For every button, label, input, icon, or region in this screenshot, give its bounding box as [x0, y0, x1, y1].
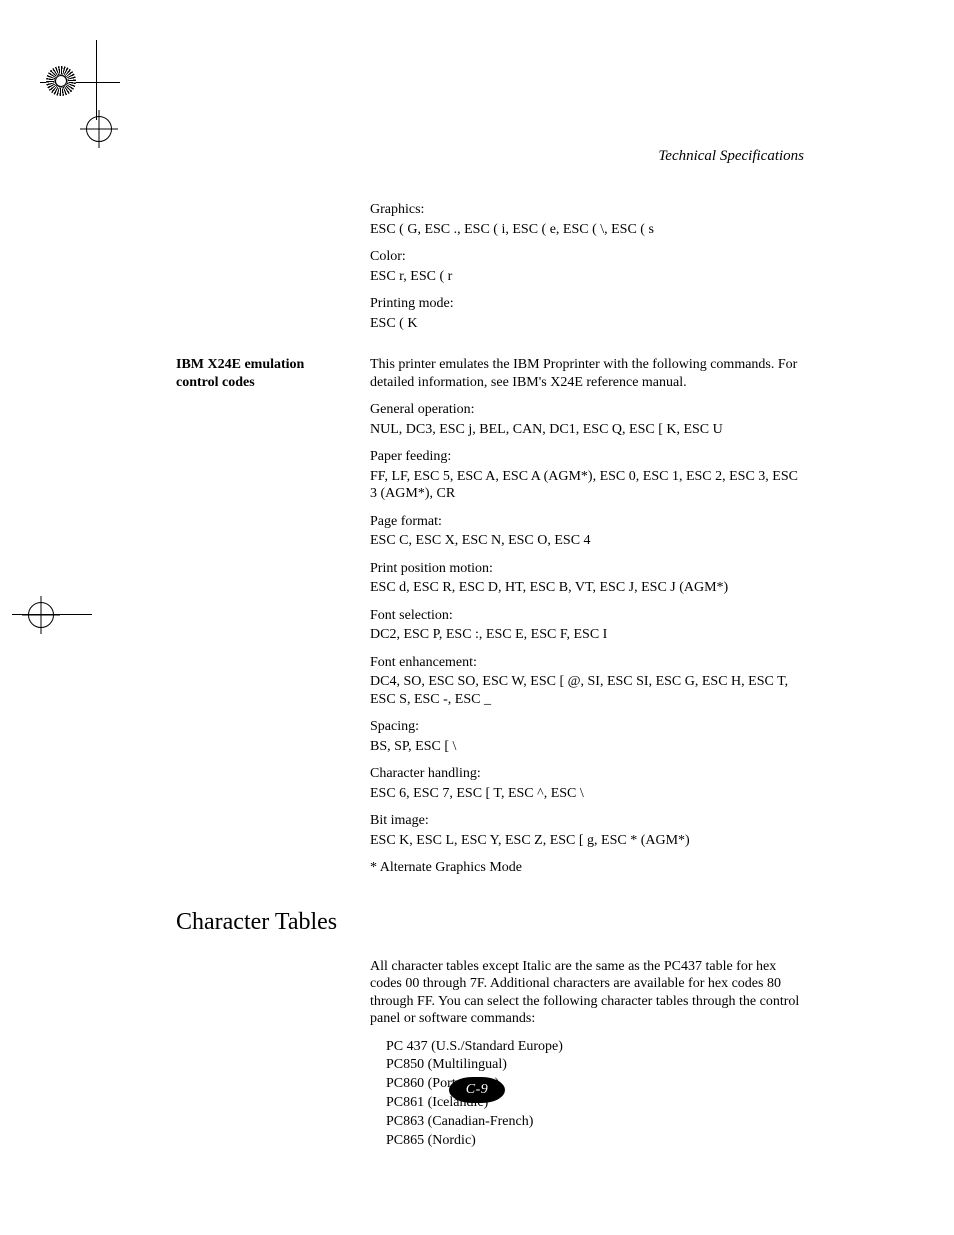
character-tables-section: All character tables except Italic are t… [176, 958, 804, 1151]
top-title: Graphics: [370, 201, 804, 219]
ibm-block: Character handling: ESC 6, ESC 7, ESC [ T… [370, 765, 804, 802]
page-content: Technical Specifications Graphics: ESC ( … [176, 148, 804, 1085]
ibm-block: Bit image: ESC K, ESC L, ESC Y, ESC Z, ES… [370, 812, 804, 849]
top-blocks: Graphics: ESC ( G, ESC ., ESC ( i, ESC ( … [176, 201, 804, 342]
page-number-badge: C-9 [449, 1077, 505, 1103]
ibm-title: Spacing: [370, 718, 804, 736]
character-tables-heading: Character Tables [176, 909, 804, 936]
ibm-label-line1: IBM X24E emulation [176, 357, 304, 372]
char-tables-intro: All character tables except Italic are t… [370, 958, 804, 1028]
char-table-item: PC865 (Nordic) [386, 1132, 804, 1151]
top-title: Color: [370, 248, 804, 266]
top-body: ESC ( G, ESC ., ESC ( i, ESC ( e, ESC ( … [370, 221, 804, 239]
ibm-title: General operation: [370, 401, 804, 419]
ibm-body: ESC C, ESC X, ESC N, ESC O, ESC 4 [370, 532, 804, 550]
ibm-title: Print position motion: [370, 560, 804, 578]
top-block: Color: ESC r, ESC ( r [370, 248, 804, 285]
ibm-block: Font selection:DC2, ESC P, ESC :, ESC E,… [370, 607, 804, 644]
ibm-side-label: IBM X24E emulation control codes [176, 356, 352, 887]
ibm-title: Font selection: [370, 607, 804, 625]
top-body: ESC r, ESC ( r [370, 268, 804, 286]
ibm-footnote: * Alternate Graphics Mode [370, 859, 804, 877]
ibm-body: ESC 6, ESC 7, ESC [ T, ESC ^, ESC \ [370, 785, 804, 803]
running-head: Technical Specifications [176, 148, 804, 165]
ibm-body: ESC K, ESC L, ESC Y, ESC Z, ESC [ g, ESC… [370, 832, 804, 850]
char-table-item: PC 437 (U.S./Standard Europe) [386, 1038, 804, 1057]
ibm-title: Character handling: [370, 765, 804, 783]
char-table-item: PC863 (Canadian-French) [386, 1113, 804, 1132]
ibm-block: Paper feeding: FF, LF, ESC 5, ESC A, ESC … [370, 448, 804, 503]
ibm-block: Font enhancement:DC4, SO, ESC SO, ESC W,… [370, 654, 804, 709]
ibm-section: IBM X24E emulation control codes This pr… [176, 356, 804, 887]
top-block: Printing mode: ESC ( K [370, 295, 804, 332]
ibm-intro: This printer emulates the IBM Proprinter… [370, 356, 804, 391]
top-body: ESC ( K [370, 315, 804, 333]
ibm-block: Print position motion:ESC d, ESC R, ESC … [370, 560, 804, 597]
char-table-item: PC861 (Icelandic) [386, 1094, 804, 1113]
char-tables-list: PC 437 (U.S./Standard Europe)PC850 (Mult… [386, 1038, 804, 1151]
ibm-body: ESC d, ESC R, ESC D, HT, ESC B, VT, ESC … [370, 579, 804, 597]
ibm-title: Paper feeding: [370, 448, 804, 466]
ibm-body: NUL, DC3, ESC j, BEL, CAN, DC1, ESC Q, E… [370, 421, 804, 439]
top-block: Graphics: ESC ( G, ESC ., ESC ( i, ESC ( … [370, 201, 804, 238]
ibm-body: FF, LF, ESC 5, ESC A, ESC A (AGM*), ESC … [370, 468, 804, 503]
ibm-body: BS, SP, ESC [ \ [370, 738, 804, 756]
top-title: Printing mode: [370, 295, 804, 313]
ibm-title: Font enhancement: [370, 654, 804, 672]
ibm-title: Page format: [370, 513, 804, 531]
ibm-body: DC4, SO, ESC SO, ESC W, ESC [ @, SI, ESC… [370, 673, 804, 708]
ibm-block: General operation: NUL, DC3, ESC j, BEL, … [370, 401, 804, 438]
char-table-item: PC850 (Multilingual) [386, 1056, 804, 1075]
ibm-title: Bit image: [370, 812, 804, 830]
ibm-block: Page format:ESC C, ESC X, ESC N, ESC O, … [370, 513, 804, 550]
ibm-label-line2: control codes [176, 375, 255, 390]
ibm-block: Spacing: BS, SP, ESC [ \ [370, 718, 804, 755]
ibm-body: DC2, ESC P, ESC :, ESC E, ESC F, ESC I [370, 626, 804, 644]
